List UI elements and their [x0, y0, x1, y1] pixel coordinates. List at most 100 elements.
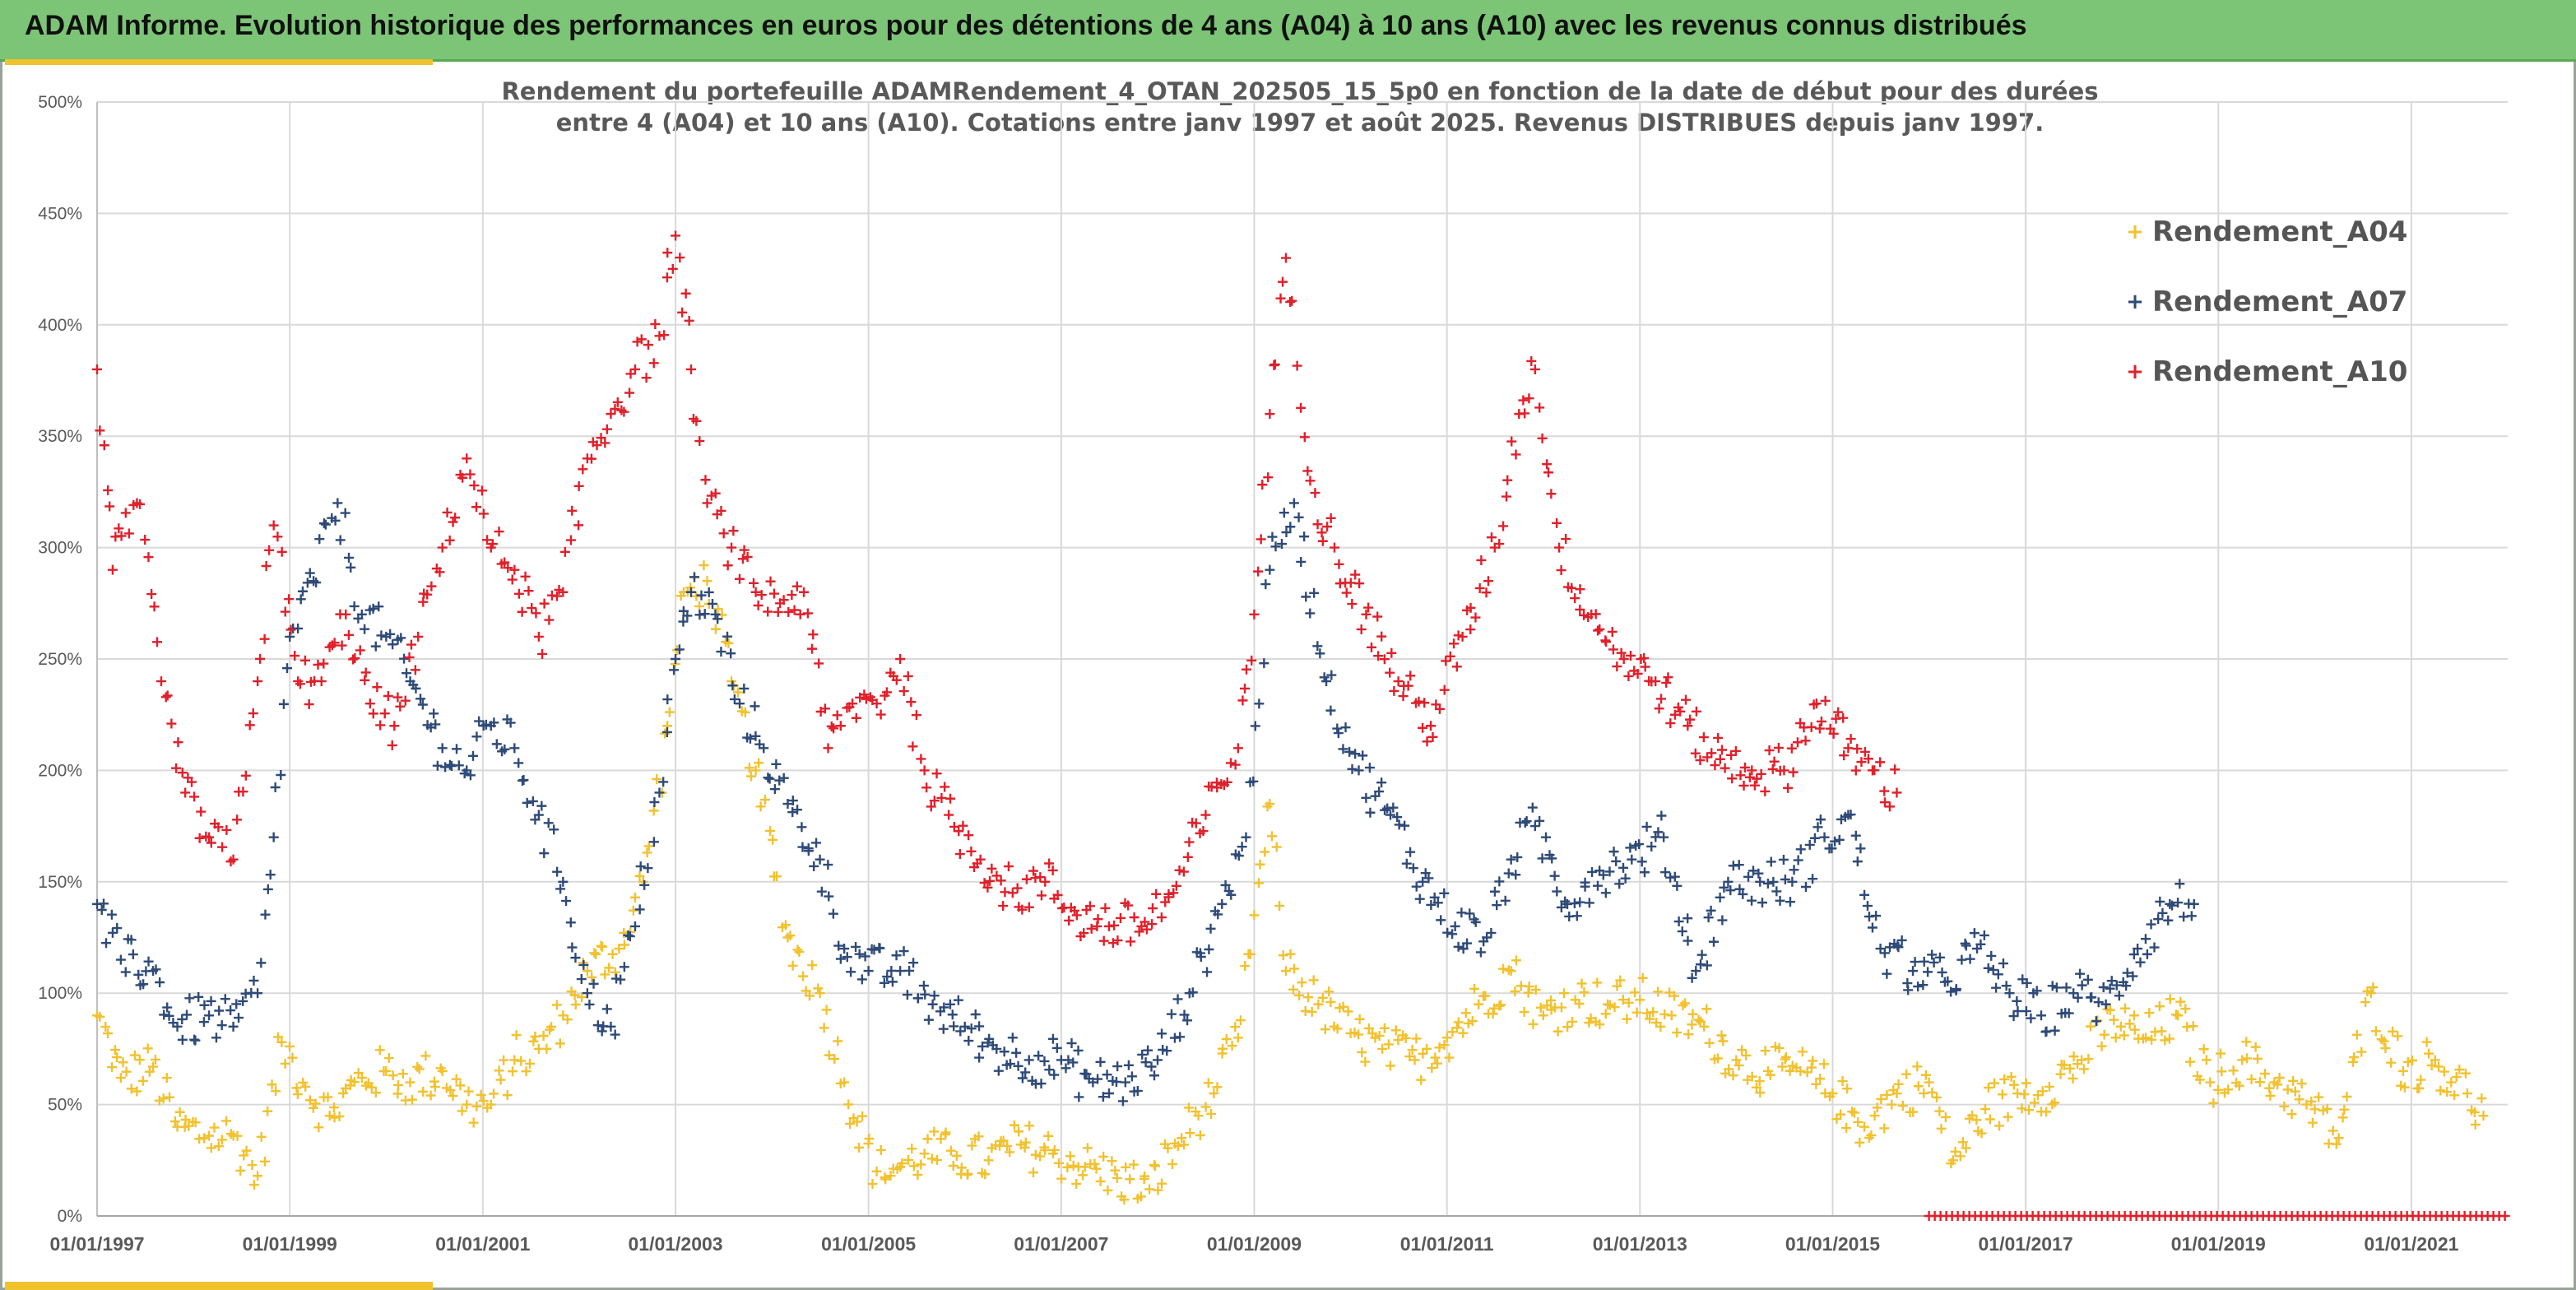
series-a07-point [1793, 855, 1803, 865]
series-a07-point [133, 969, 144, 980]
series-a04-point [2397, 1065, 2408, 1076]
series-a04-point [2164, 1033, 2175, 1044]
series-a10-point [1632, 668, 1643, 679]
series-a04-point [2041, 1107, 2052, 1117]
series-a07-point [1753, 868, 1764, 879]
series-a07-point [763, 773, 773, 783]
series-a04-point [1546, 995, 1557, 1005]
series-a10-point [1021, 874, 1032, 884]
series-a10-point [691, 415, 702, 426]
series-a07-point [1344, 746, 1355, 757]
series-a07-point [1778, 854, 1789, 865]
series-a07-point [2036, 1010, 2046, 1021]
series-a07-point [2082, 974, 2093, 985]
series-a10-point [1749, 780, 1760, 791]
series-a04-point [485, 1099, 496, 1110]
series-a10-point [1156, 912, 1167, 923]
series-a07-point [1296, 556, 1307, 567]
series-a04-point [1594, 1019, 1605, 1030]
series-a10-point [606, 409, 616, 420]
series-a07-point [415, 694, 425, 704]
series-a04-point [1009, 1120, 1019, 1130]
series-a04-point [1121, 1162, 1131, 1172]
series-a07-point [216, 1020, 227, 1031]
series-a07-point [1541, 832, 1552, 842]
series-a04-point [248, 1180, 259, 1190]
series-a07-point [1991, 982, 2002, 993]
series-a07-point [2142, 949, 2152, 959]
series-a10-point [375, 720, 386, 731]
series-a07-point [1305, 608, 1316, 619]
series-a07-point [1738, 889, 1748, 899]
series-a04-point [932, 1154, 943, 1165]
series-a07-point [610, 1029, 620, 1040]
series-a07-point [509, 743, 520, 754]
series-a07-point [1951, 984, 1961, 995]
series-a10-point [1720, 763, 1730, 773]
series-a04-point [1999, 1074, 2010, 1084]
series-a04-point [871, 1166, 882, 1176]
series-a07-point [2128, 971, 2138, 981]
series-a10-point [936, 792, 947, 803]
series-a07-point [1503, 868, 1514, 879]
series-a10-point [1845, 734, 1856, 745]
series-a10-point [1171, 880, 1181, 891]
series-a04-point [148, 1061, 159, 1072]
title-banner: ADAM Informe. Evolution historique des p… [0, 0, 2576, 62]
series-a04-point [1774, 1042, 1785, 1053]
series-a04-point [100, 1022, 111, 1032]
series-a04-point [750, 765, 761, 776]
series-a04-point [412, 1061, 423, 1072]
series-a07-point [248, 975, 259, 986]
series-a07-point [1789, 865, 1799, 875]
series-a04-point [1876, 1094, 1887, 1104]
series-a04-point [2333, 1133, 2344, 1144]
legend-marker-a10: + [2126, 360, 2144, 384]
series-a07-point [1641, 821, 1652, 832]
series-a07-point [887, 977, 898, 987]
series-a10-point [196, 806, 207, 817]
series-a10-point [255, 653, 266, 664]
series-a10-point [596, 433, 606, 443]
series-a04-point [300, 1081, 311, 1092]
series-a07-point [929, 991, 940, 1001]
series-a10-point [1347, 599, 1358, 610]
series-a10-point [1451, 661, 1462, 672]
series-a04-point [2478, 1111, 2489, 1121]
series-a04-point [1308, 975, 1319, 986]
series-a07-point [1608, 847, 1619, 857]
series-a10-point [1691, 706, 1701, 717]
series-a07-point [1748, 865, 1758, 876]
series-a04-point [1695, 1016, 1706, 1027]
series-a07-point [649, 796, 660, 807]
series-a10-point [802, 608, 813, 619]
series-a04-point [2328, 1125, 2338, 1136]
series-a10-point [272, 531, 283, 542]
x-tick-label: 01/01/2005 [821, 1233, 916, 1255]
series-a10-point [1839, 750, 1850, 761]
series-a04-point [2109, 1014, 2119, 1025]
series-a04-point [1494, 1000, 1505, 1011]
series-a04-point [907, 1144, 917, 1154]
series-a04-point [2265, 1090, 2276, 1101]
series-a07-point [162, 1002, 173, 1013]
series-a07-point [682, 610, 693, 621]
series-a07-point [1625, 842, 1636, 853]
series-a04-point [2006, 1071, 2017, 1082]
series-a04-point [577, 992, 587, 1003]
series-a07-point [886, 965, 897, 976]
series-a04-point [2416, 1074, 2426, 1085]
series-a07-point [1137, 1049, 1148, 1060]
series-a07-point [1394, 819, 1404, 830]
series-a07-point [1809, 833, 1820, 843]
series-a10-point [1246, 655, 1257, 666]
series-a10-point [619, 406, 629, 417]
series-a07-point [1401, 858, 1412, 869]
series-a04-point [1469, 983, 1479, 994]
series-a10-point [753, 600, 764, 610]
series-a07-point [1627, 854, 1637, 865]
series-a07-point [750, 731, 761, 741]
series-a04-point [980, 1169, 991, 1180]
series-a04-point [2460, 1068, 2471, 1079]
series-a10-point [1716, 745, 1727, 755]
